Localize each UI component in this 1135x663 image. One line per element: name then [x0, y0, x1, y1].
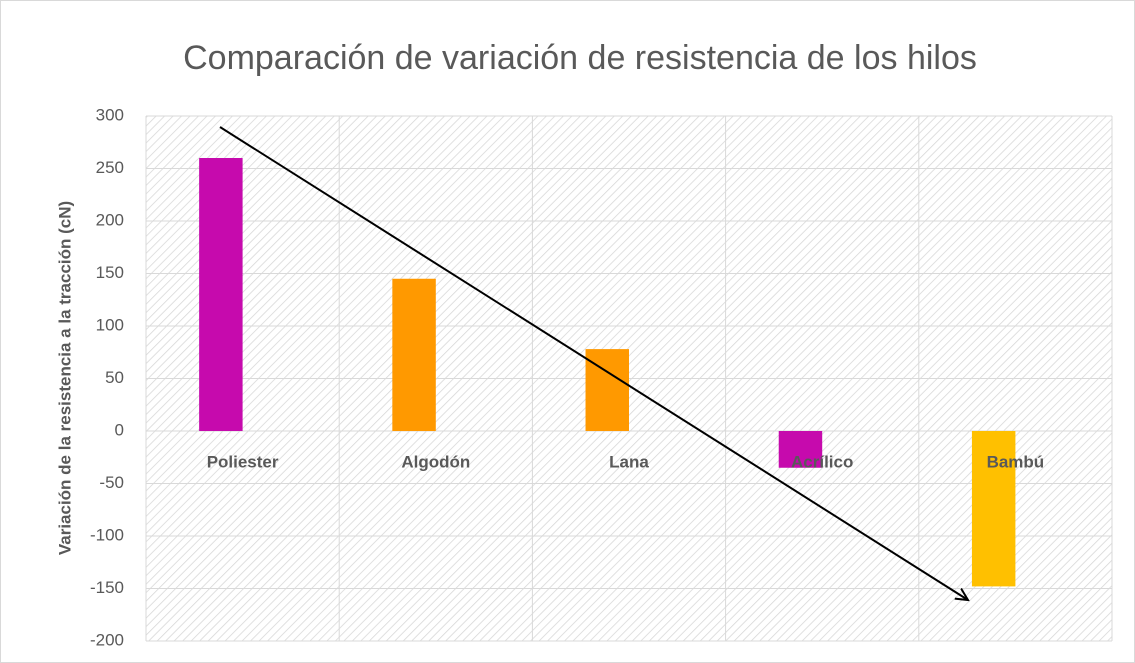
- y-tick-label: -50: [99, 473, 124, 492]
- y-tick-label: 150: [96, 263, 124, 282]
- y-tick-label: 200: [96, 210, 124, 229]
- x-tick-label: Algodón: [401, 452, 470, 471]
- y-tick-label: -200: [90, 630, 124, 649]
- y-tick-label: -150: [90, 578, 124, 597]
- y-tick-label: 250: [96, 158, 124, 177]
- y-tick-label: -100: [90, 525, 124, 544]
- y-tick-label: 100: [96, 315, 124, 334]
- y-axis-label: Variación de la resistencia a la tracció…: [55, 201, 74, 555]
- bar: [199, 158, 243, 431]
- y-tick-label: 300: [96, 105, 124, 124]
- x-tick-label: Acrílico: [791, 452, 853, 471]
- bar: [392, 278, 436, 431]
- y-tick-label: 0: [115, 420, 124, 439]
- chart-title: Comparación de variación de resistencia …: [183, 39, 977, 77]
- bar: [971, 431, 1016, 587]
- trend-arrow: [219, 126, 968, 600]
- y-tick-label: 50: [105, 368, 124, 387]
- x-tick-label: Poliester: [207, 452, 279, 471]
- x-tick-label: Lana: [609, 452, 649, 471]
- x-tick-label: Bambú: [987, 452, 1045, 471]
- bar: [778, 431, 823, 468]
